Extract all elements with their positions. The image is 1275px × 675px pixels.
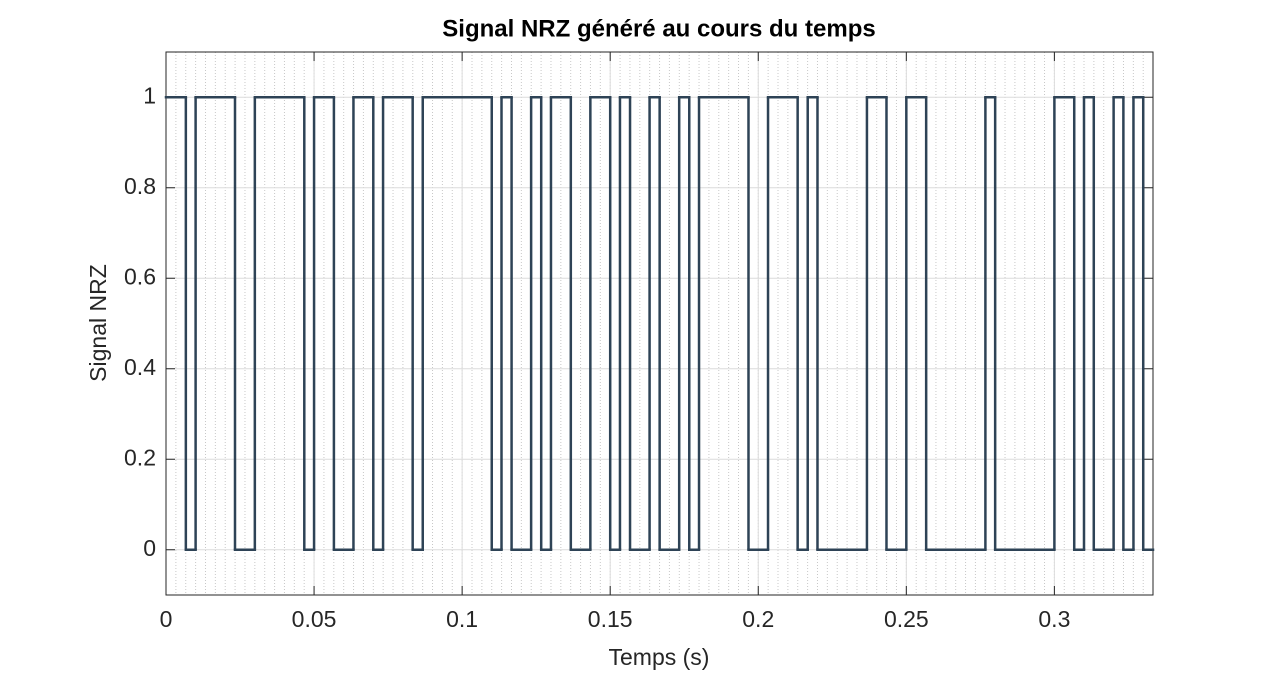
x-tick-label: 0.3 [1038,606,1070,632]
y-tick-label: 0.8 [124,173,156,199]
x-tick-label: 0.1 [446,606,478,632]
x-tick-label: 0.25 [884,606,929,632]
y-tick-label: 1 [143,82,156,108]
x-tick-label: 0.2 [742,606,774,632]
y-tick-label: 0.6 [124,263,156,289]
chart-title: Signal NRZ généré au cours du temps [442,15,875,42]
y-tick-label: 0.4 [124,354,156,380]
y-tick-label: 0 [143,535,156,561]
y-axis-label: Signal NRZ [85,264,111,382]
x-axis-label: Temps (s) [609,644,710,670]
plot-frame [165,51,1154,596]
x-tick-label: 0.15 [588,606,633,632]
x-tick-label: 0.05 [292,606,337,632]
y-tick-label: 0.2 [124,444,156,470]
x-tick-label: 0 [160,606,173,632]
